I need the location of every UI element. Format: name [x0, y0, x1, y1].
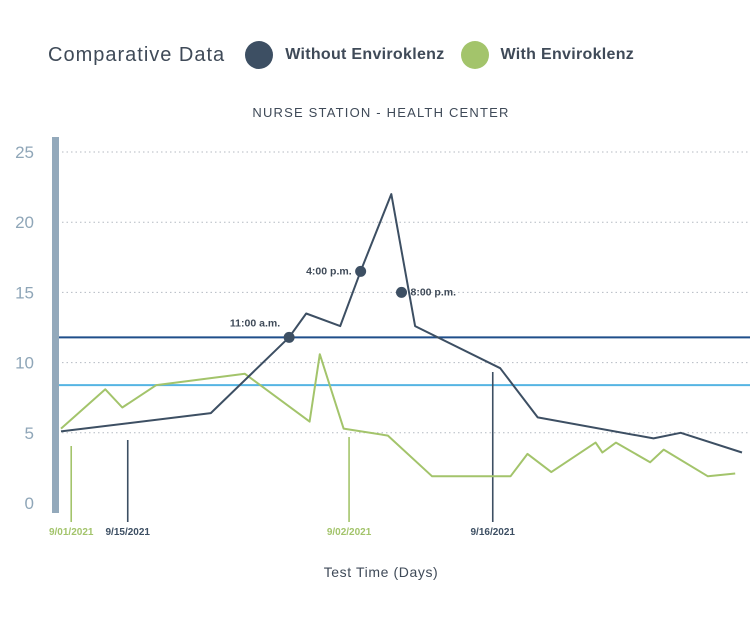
y-tick-label: 10 [15, 354, 34, 373]
legend-swatch-with [460, 41, 489, 69]
series-line [60, 353, 736, 478]
data-point-annotation: 11:00 a.m. [230, 317, 280, 329]
series-line [60, 193, 743, 454]
y-axis-bar [52, 137, 59, 513]
legend-item-without: Without Enviroklenz [245, 41, 444, 69]
y-tick-label: 5 [25, 424, 34, 443]
x-axis-label: Test Time (Days) [324, 564, 439, 580]
legend-heading: Comparative Data [48, 43, 226, 66]
y-tick-label: 20 [15, 213, 34, 232]
legend-label-with: With Enviroklenz [500, 46, 635, 63]
legend: Comparative Data Without Enviroklenz Wit… [48, 36, 650, 74]
date-marker-label: 9/15/2021 [105, 527, 150, 538]
chart-title: NURSE STATION - HEALTH CENTER [252, 105, 509, 120]
y-tick-label: 15 [15, 283, 34, 302]
legend-item-with: With Enviroklenz [460, 41, 635, 69]
data-point [283, 331, 295, 343]
data-point [396, 286, 407, 298]
date-marker-label: 9/01/2021 [49, 527, 94, 538]
y-tick-label: 0 [25, 494, 34, 513]
legend-swatch-without [245, 41, 274, 69]
y-tick-label: 25 [15, 143, 34, 162]
date-marker-label: 9/02/2021 [327, 527, 372, 538]
date-marker-label: 9/16/2021 [471, 527, 516, 538]
data-point [355, 265, 367, 277]
legend-label-without: Without Enviroklenz [285, 46, 445, 63]
plot-area: 0 5 10 15 20 25 9/01/2021 9/15/2021 9/02/2021 9/1… [15, 137, 750, 538]
data-point-annotation: 8:00 p.m. [411, 286, 457, 298]
data-point-annotation: 4:00 p.m. [306, 265, 352, 277]
